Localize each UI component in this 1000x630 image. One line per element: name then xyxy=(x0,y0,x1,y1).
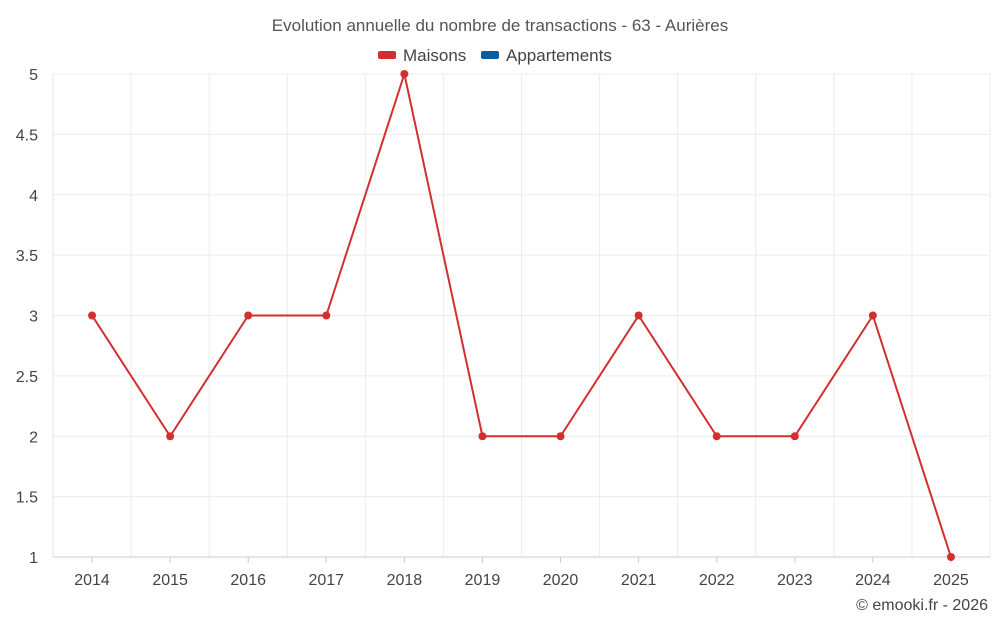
y-tick-label: 1 xyxy=(29,550,38,567)
x-tick-label: 2018 xyxy=(387,572,423,589)
x-tick-label: 2023 xyxy=(777,572,813,589)
legend-swatch-maisons[interactable] xyxy=(378,51,396,59)
legend: Maisons Appartements xyxy=(378,46,612,65)
data-point-maisons-2019[interactable] xyxy=(478,432,487,441)
y-tick-label: 3 xyxy=(29,309,38,326)
legend-label-maisons[interactable]: Maisons xyxy=(403,46,466,65)
y-tick-label: 1.5 xyxy=(16,490,38,507)
legend-swatch-appartements[interactable] xyxy=(481,51,499,59)
y-tick-label: 2.5 xyxy=(16,369,38,386)
x-tick-label: 2020 xyxy=(543,572,579,589)
data-point-maisons-2024[interactable] xyxy=(868,311,877,320)
x-tick-label: 2025 xyxy=(933,572,969,589)
x-axis-ticks: 2014 2015 2016 2017 2018 2019 2020 2021 2022 2023… xyxy=(74,557,969,589)
y-tick-label: 3.5 xyxy=(16,248,38,265)
x-tick-label: 2021 xyxy=(621,572,657,589)
data-point-maisons-2020[interactable] xyxy=(556,432,565,441)
data-point-maisons-2021[interactable] xyxy=(634,311,643,320)
data-point-maisons-2025[interactable] xyxy=(946,553,955,561)
x-tick-label: 2022 xyxy=(699,572,735,589)
x-tick-label: 2017 xyxy=(308,572,344,589)
legend-label-appartements[interactable]: Appartements xyxy=(506,46,612,65)
data-point-maisons-2018[interactable] xyxy=(400,70,409,78)
credit-text: © emooki.fr - 2026 xyxy=(856,597,988,614)
x-tick-label: 2019 xyxy=(465,572,501,589)
chart-title: Evolution annuelle du nombre de transact… xyxy=(272,16,728,35)
data-point-maisons-2023[interactable] xyxy=(790,432,799,441)
data-point-maisons-2016[interactable] xyxy=(244,311,253,320)
y-tick-label: 2 xyxy=(29,429,38,446)
y-tick-label: 4 xyxy=(29,188,38,205)
x-tick-label: 2016 xyxy=(230,572,266,589)
series-group xyxy=(88,70,955,561)
data-point-maisons-2022[interactable] xyxy=(712,432,721,441)
y-tick-label: 5 xyxy=(29,67,38,84)
x-tick-label: 2024 xyxy=(855,572,891,589)
data-point-maisons-2017[interactable] xyxy=(322,311,331,320)
x-tick-label: 2014 xyxy=(74,572,110,589)
y-axis-ticks: 1 1.5 2 2.5 3 3.5 4 4.5 5 xyxy=(16,67,38,567)
data-point-maisons-2015[interactable] xyxy=(166,432,175,441)
y-tick-label: 4.5 xyxy=(16,127,38,144)
data-point-maisons-2014[interactable] xyxy=(88,311,97,320)
series-line-maisons xyxy=(91,73,952,558)
x-tick-label: 2015 xyxy=(152,572,188,589)
